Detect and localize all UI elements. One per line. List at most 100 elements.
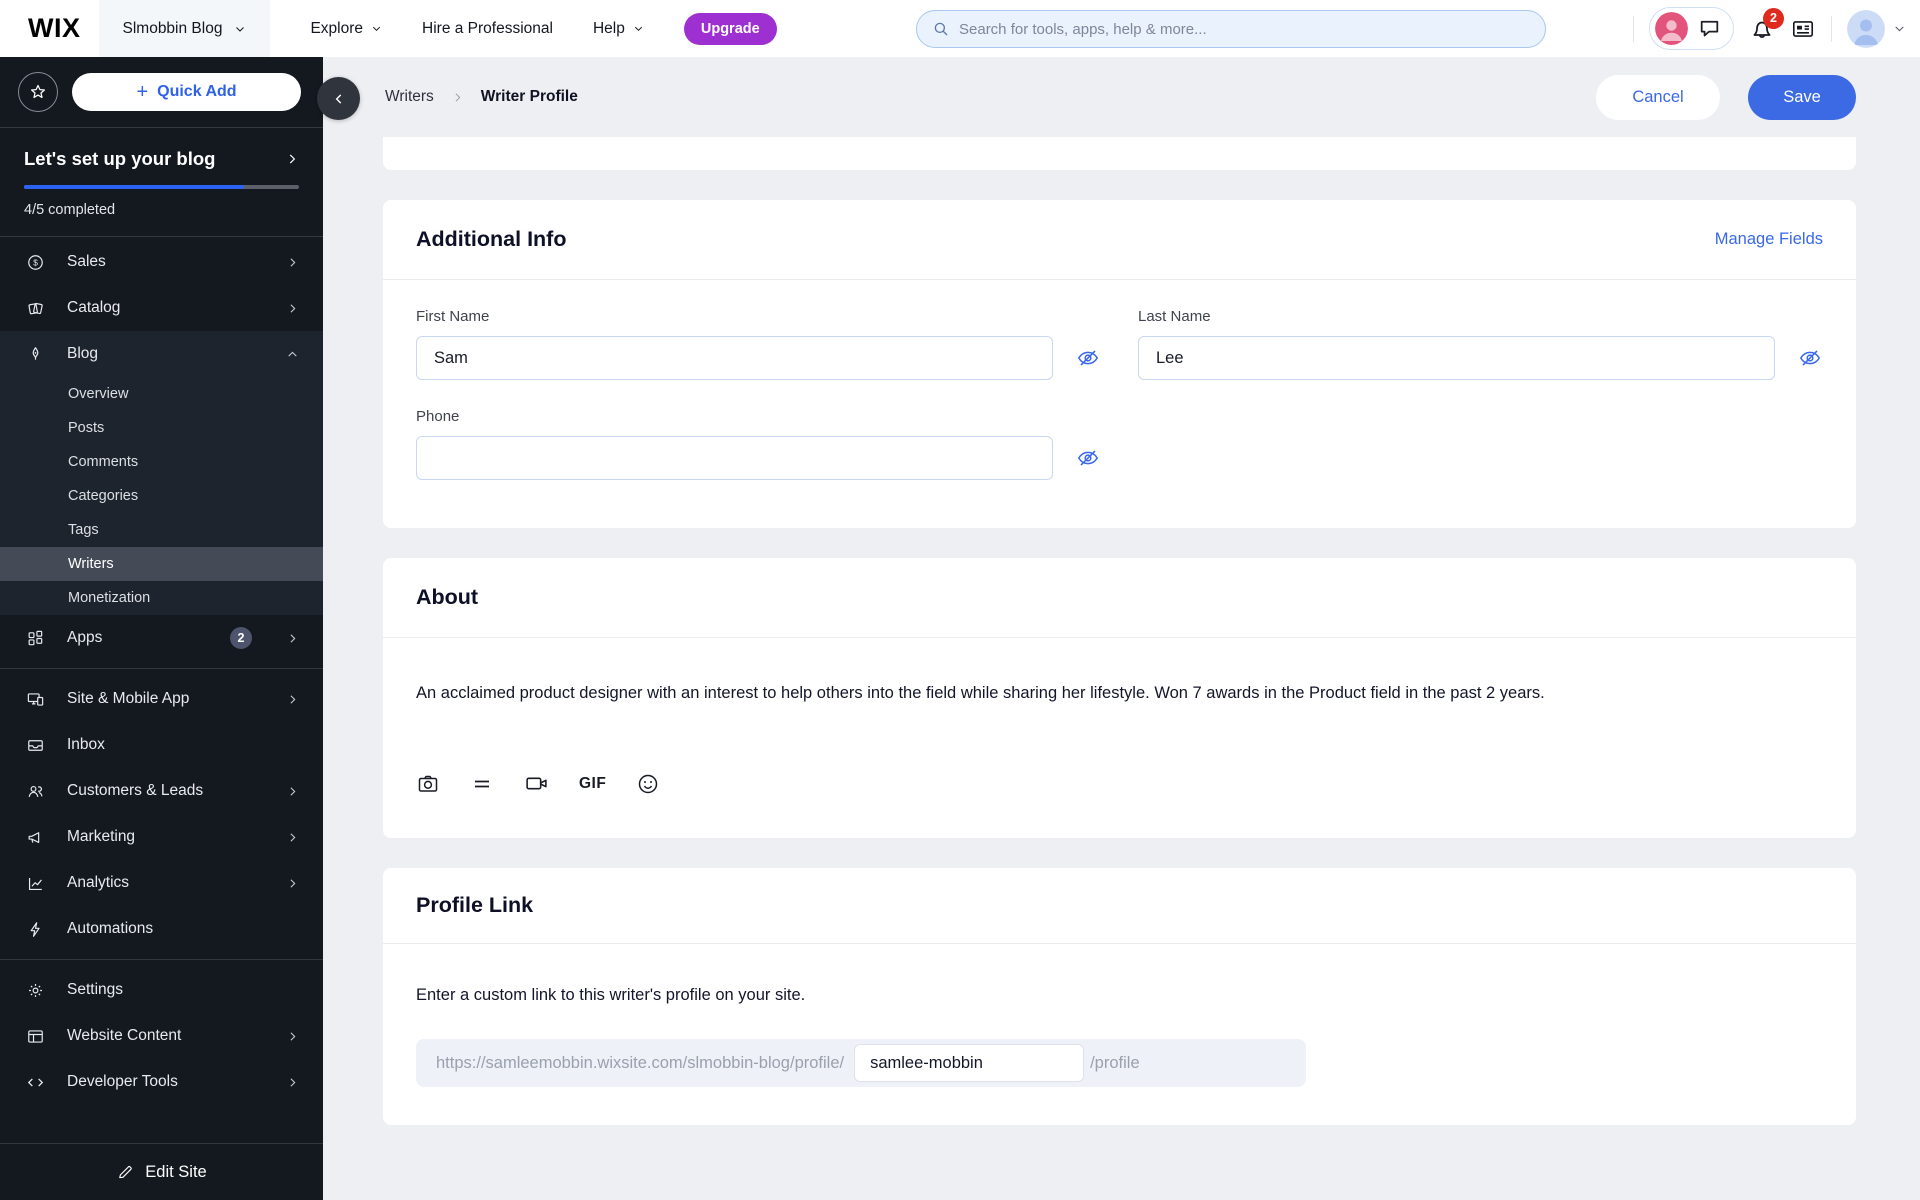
eye-off-icon[interactable] [1075,445,1101,471]
sidebar-item-sales[interactable]: $ Sales [0,239,323,285]
site-mobile-icon [26,690,45,709]
chevron-right-icon [285,152,299,166]
divider-lines-icon[interactable] [470,772,494,796]
main-content: Writers Writer Profile Cancel Save Addit… [323,0,1920,1126]
setup-checklist[interactable]: Let's set up your blog 4/5 completed [0,128,323,236]
global-search[interactable] [916,10,1546,48]
eye-off-icon[interactable] [1797,345,1823,371]
sidebar-item-developer-tools[interactable]: Developer Tools [0,1059,323,1105]
chevron-right-icon [286,632,299,645]
sidebar-item-site-mobile-app[interactable]: Site & Mobile App [0,676,323,722]
sidebar-item-label: Blog [67,345,99,362]
inbox-icon [26,736,45,755]
apps-count-badge: 2 [230,627,252,649]
previous-card-partial [383,137,1856,170]
first-name-label: First Name [416,308,490,325]
search-input[interactable] [959,20,1530,38]
last-name-label: Last Name [1138,308,1211,325]
sidebar-collapse-button[interactable] [317,77,360,120]
chevron-down-icon [371,23,382,34]
upgrade-button[interactable]: Upgrade [683,12,777,45]
profile-url-base: https://samleemobbin.wixsite.com/slmobbi… [436,1053,845,1072]
camera-icon[interactable] [416,772,440,796]
sidebar-item-customers-leads[interactable]: Customers & Leads [0,768,323,814]
sidebar-item-settings[interactable]: Settings [0,967,323,1013]
breadcrumb-writers[interactable]: Writers [385,88,434,105]
plus-icon: + [136,80,149,103]
sidebar-subitem-writers[interactable]: Writers [0,547,323,581]
edit-site-button[interactable]: Edit Site [0,1143,323,1200]
quick-add-button[interactable]: + Quick Add [72,73,301,111]
profile-slug-field[interactable] [854,1044,1085,1083]
sidebar-item-automations[interactable]: Automations [0,906,323,952]
favorites-button[interactable] [18,72,58,112]
content-header: Writers Writer Profile Cancel Save [323,57,1920,137]
account-menu[interactable] [1847,9,1906,48]
whats-new-button[interactable] [1790,16,1816,42]
sidebar-item-label: Customers & Leads [67,782,204,799]
sidebar-item-apps[interactable]: Apps 2 [0,615,323,661]
sidebar-menu: $ Sales Catalog Blog Overview Posts Comm… [0,237,323,1143]
first-name-field[interactable] [416,336,1053,380]
topbar-right-cluster: 2 [1633,0,1906,57]
first-name-group: First Name [416,308,1101,380]
sidebar-item-label: Analytics [67,874,130,891]
star-icon [28,82,48,102]
apps-grid-icon [26,629,45,648]
divider [0,959,323,960]
site-switcher[interactable]: Slmobbin Blog [98,0,271,57]
save-button[interactable]: Save [1748,74,1856,120]
sidebar-item-inbox[interactable]: Inbox [0,722,323,768]
emoji-icon[interactable] [636,772,660,796]
chevron-right-icon [286,831,299,844]
nav-hire-a-professional[interactable]: Hire a Professional [422,20,553,38]
cancel-button[interactable]: Cancel [1596,74,1720,120]
divider [0,127,323,128]
about-text[interactable]: An acclaimed product designer with an in… [416,684,1545,702]
chevron-down-icon [633,23,644,34]
search-icon [932,20,950,38]
sidebar-item-label: Catalog [67,299,121,316]
sidebar-subitem-posts[interactable]: Posts [68,420,105,436]
nav-hire-label: Hire a Professional [422,19,553,37]
setup-title: Let's set up your blog [24,148,216,169]
chevron-right-icon [286,302,299,315]
manage-fields-link[interactable]: Manage Fields [1714,230,1823,248]
chevron-right-icon [286,1076,299,1089]
sidebar-item-analytics[interactable]: Analytics [0,860,323,906]
profile-link-title: Profile Link [416,893,534,918]
divider [0,668,323,669]
last-name-field[interactable] [1138,336,1775,380]
video-icon[interactable] [524,771,549,796]
site-name: Slmobbin Blog [122,19,223,37]
breadcrumb: Writers Writer Profile [385,88,578,106]
sidebar-item-label: Developer Tools [67,1073,178,1090]
sidebar-subitem-comments[interactable]: Comments [68,454,139,470]
phone-field[interactable] [416,436,1053,480]
sidebar-subitem-tags[interactable]: Tags [68,522,99,538]
setup-completed-text: 4/5 completed [24,202,116,218]
assistant-avatar [1655,12,1688,45]
about-card: About An acclaimed product designer with… [383,558,1856,839]
catalog-icon [26,299,45,318]
quick-add-label: Quick Add [157,83,237,100]
nav-help[interactable]: Help [593,20,644,38]
eye-off-icon[interactable] [1075,345,1101,371]
gif-button[interactable]: GIF [579,774,607,792]
table-icon [26,1027,45,1046]
nav-help-label: Help [592,19,625,37]
profile-link-description: Enter a custom link to this writer's pro… [416,986,806,1005]
sidebar-subitem-monetization[interactable]: Monetization [68,590,151,606]
sidebar-subitem-overview[interactable]: Overview [68,386,129,402]
sidebar-item-marketing[interactable]: Marketing [0,814,323,860]
sidebar-subitem-categories[interactable]: Categories [68,488,139,504]
chevron-down-icon [1893,22,1906,35]
sidebar-item-website-content[interactable]: Website Content [0,1013,323,1059]
divider [1633,15,1634,42]
chat-pill[interactable] [1649,7,1734,50]
nav-explore[interactable]: Explore [310,20,382,38]
notifications-button[interactable]: 2 [1749,7,1784,42]
sidebar-item-catalog[interactable]: Catalog [0,285,323,331]
chevron-right-icon [286,1030,299,1043]
sidebar-item-blog[interactable]: Blog [0,331,323,377]
